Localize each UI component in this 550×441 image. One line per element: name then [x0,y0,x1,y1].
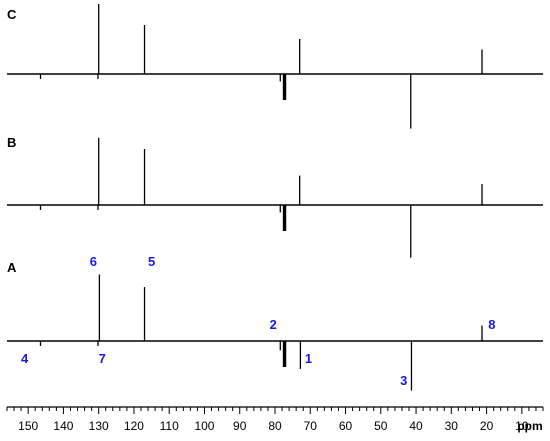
spectrum-label: A [7,260,17,275]
spectrum-label: C [7,7,17,22]
spectrum-c: C [7,4,543,129]
peak-label-2: 2 [270,317,277,332]
x-tick-label: 40 [409,419,423,433]
x-tick-label: 20 [480,419,494,433]
x-tick-label: 60 [339,419,353,433]
x-tick-label: 90 [233,419,247,433]
x-tick-label: 100 [194,419,214,433]
peak-label-3: 3 [400,373,407,388]
x-tick-label: 10 [515,419,529,433]
x-tick-label: 50 [374,419,388,433]
peak-label-4: 4 [21,351,29,366]
x-tick-label: 120 [124,419,144,433]
spectrum-label: B [7,135,16,150]
x-axis-unit-label: ppm [517,419,542,433]
x-tick-label: 140 [53,419,73,433]
peak-label-8: 8 [488,317,495,332]
x-tick-label: 130 [89,419,109,433]
x-tick-label: 80 [268,419,282,433]
peak-labels-layer: 1 2 3 4 5 6 7 8 [21,254,495,388]
spectrum-a: A [7,260,543,391]
peak-label-6: 6 [90,254,97,269]
peak-label-7: 7 [99,351,106,366]
spectrum-b: B [7,135,543,258]
peak-label-5: 5 [148,254,155,269]
spectra-layer: C B A [7,4,543,391]
x-tick-label: 70 [304,419,318,433]
x-tick-label: 150 [18,419,38,433]
x-tick-label: 110 [160,419,179,433]
x-tick-label: 30 [445,419,459,433]
peak-label-1: 1 [305,351,312,366]
